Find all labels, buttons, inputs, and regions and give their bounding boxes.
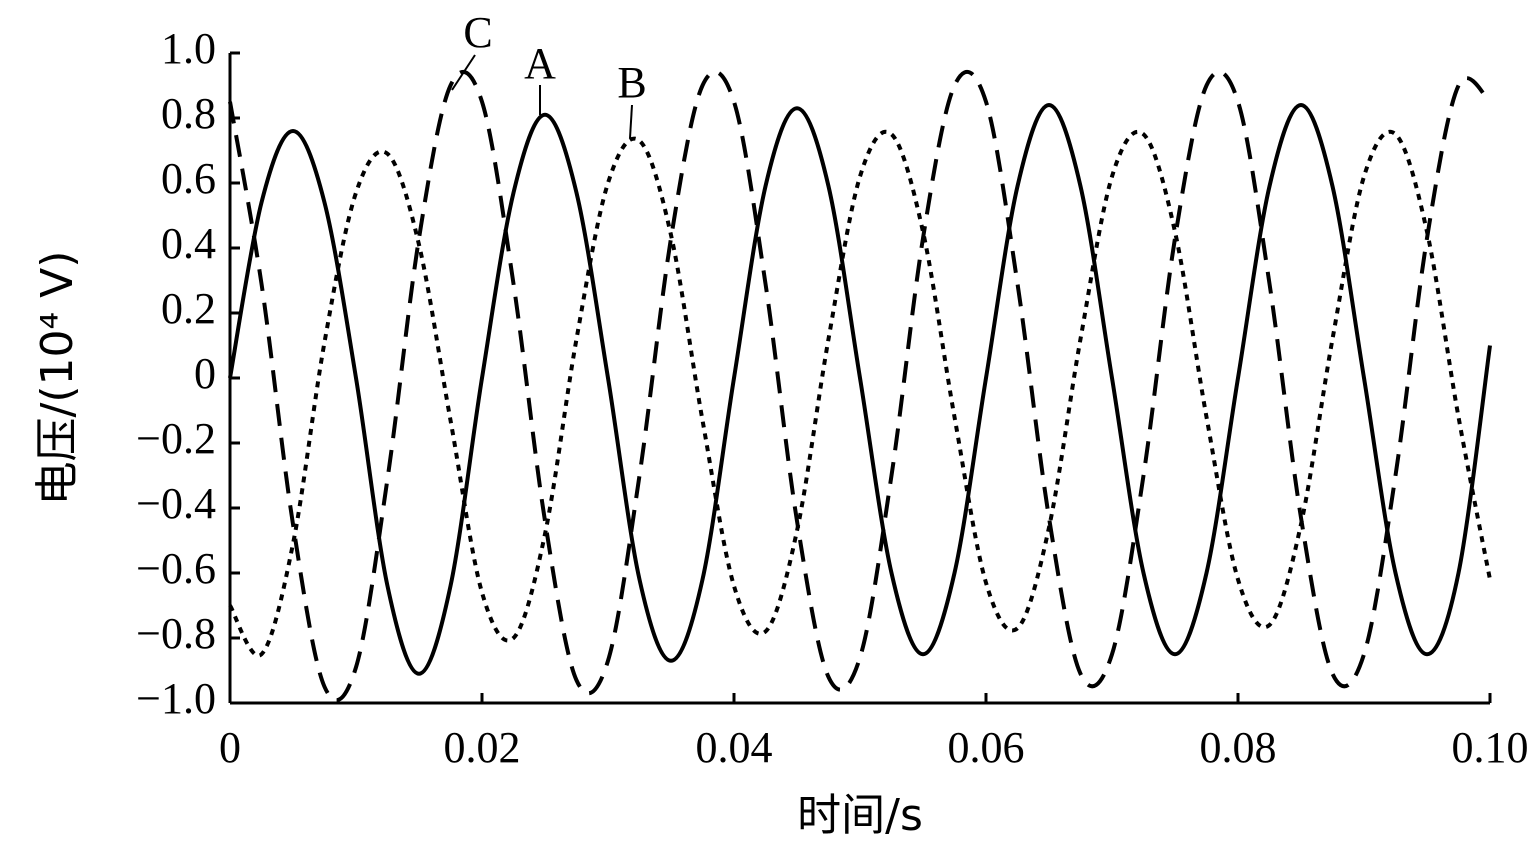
legend-label: A — [524, 39, 556, 88]
y-tick-label: 0.6 — [161, 154, 216, 203]
y-tick-label: 0.2 — [161, 284, 216, 333]
y-tick-label: −0.6 — [136, 544, 216, 593]
series-line — [228, 129, 1492, 658]
y-tick-label: −1.0 — [136, 674, 216, 723]
y-tick-label: 1.0 — [161, 24, 216, 73]
y-tick-label: 0.4 — [161, 219, 216, 268]
x-tick-label: 0.08 — [1200, 723, 1277, 772]
y-tick-label: 0 — [194, 349, 216, 398]
legend-leader — [451, 54, 476, 91]
x-tick-label: 0 — [219, 723, 241, 772]
y-tick-label: −0.2 — [136, 414, 216, 463]
legend-label: C — [463, 8, 492, 57]
y-axis-label: 电压/(10⁴ V) — [32, 251, 83, 506]
x-tick-label: 0.04 — [696, 723, 773, 772]
legend-leader — [629, 104, 633, 139]
x-tick-label: 0.02 — [444, 723, 521, 772]
series-line — [228, 70, 1492, 702]
x-tick-label: 0.06 — [948, 723, 1025, 772]
y-tick-label: 0.8 — [161, 89, 216, 138]
y-tick-label: −0.8 — [136, 609, 216, 658]
legend-label: B — [617, 58, 646, 107]
x-axis-label: 时间/s — [797, 790, 923, 841]
y-tick-label: −0.4 — [136, 479, 216, 528]
x-tick-label: 0.10 — [1452, 723, 1529, 772]
series-line — [228, 102, 1492, 676]
